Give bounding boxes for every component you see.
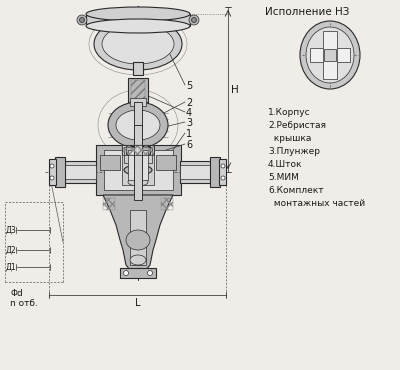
Bar: [122, 145, 154, 155]
Text: n отб.: n отб.: [10, 299, 38, 309]
Bar: [65, 161, 96, 183]
Ellipse shape: [108, 102, 168, 148]
Circle shape: [50, 176, 54, 180]
Circle shape: [124, 270, 128, 276]
Text: 4.Шток: 4.Шток: [268, 159, 302, 168]
Bar: [86, 14, 190, 26]
Bar: [100, 155, 120, 170]
Circle shape: [148, 270, 152, 276]
Text: 1: 1: [186, 129, 192, 139]
Bar: [310, 48, 350, 62]
Polygon shape: [103, 195, 173, 270]
Text: 6: 6: [186, 140, 192, 150]
Bar: [156, 155, 176, 170]
Text: монтажных частей: монтажных частей: [268, 198, 365, 208]
Ellipse shape: [80, 17, 84, 23]
Bar: [120, 268, 156, 278]
Bar: [130, 98, 146, 106]
Text: крышка: крышка: [268, 134, 311, 142]
Text: L: L: [135, 298, 141, 308]
Text: 6.Комплект: 6.Комплект: [268, 185, 324, 195]
Ellipse shape: [116, 110, 160, 140]
Bar: [104, 150, 173, 190]
Circle shape: [221, 176, 225, 180]
Bar: [49, 159, 56, 185]
Text: 4: 4: [186, 108, 192, 118]
Bar: [219, 159, 226, 185]
Bar: [128, 150, 148, 180]
Text: Д3: Д3: [6, 225, 17, 235]
Text: Д1: Д1: [6, 262, 17, 272]
Ellipse shape: [306, 27, 354, 83]
Bar: [323, 31, 337, 79]
Bar: [103, 198, 115, 210]
Bar: [131, 80, 145, 100]
Ellipse shape: [126, 230, 150, 250]
Bar: [128, 78, 148, 102]
Text: 1.Корпус: 1.Корпус: [268, 108, 311, 117]
Bar: [133, 62, 143, 75]
Circle shape: [50, 164, 54, 168]
Bar: [126, 146, 150, 154]
Bar: [55, 157, 65, 187]
Bar: [134, 102, 142, 168]
Ellipse shape: [189, 15, 199, 25]
Text: 2.Ребристая: 2.Ребристая: [268, 121, 326, 130]
Text: Д2: Д2: [6, 246, 17, 255]
Text: H: H: [231, 84, 239, 94]
Bar: [124, 147, 152, 163]
Text: Φd: Φd: [10, 289, 23, 299]
Text: Исполнение НЗ: Исполнение НЗ: [265, 7, 349, 17]
Ellipse shape: [300, 21, 360, 89]
Ellipse shape: [77, 15, 87, 25]
Ellipse shape: [94, 18, 182, 70]
Ellipse shape: [192, 17, 196, 23]
Text: 2: 2: [186, 98, 192, 108]
Circle shape: [221, 164, 225, 168]
Ellipse shape: [124, 165, 152, 175]
Ellipse shape: [130, 255, 146, 265]
Bar: [161, 198, 173, 210]
Ellipse shape: [128, 178, 148, 186]
Bar: [130, 210, 146, 265]
Bar: [134, 125, 142, 200]
Bar: [324, 49, 336, 61]
Bar: [122, 145, 154, 185]
Bar: [96, 145, 181, 195]
Text: 5: 5: [186, 81, 192, 91]
Ellipse shape: [86, 7, 190, 21]
Ellipse shape: [86, 19, 190, 33]
Bar: [65, 165, 96, 179]
Text: 3: 3: [186, 118, 192, 128]
Text: 5.МИМ: 5.МИМ: [268, 172, 299, 182]
Bar: [180, 161, 210, 183]
Ellipse shape: [102, 24, 174, 64]
Bar: [180, 165, 210, 179]
Text: 3.Плунжер: 3.Плунжер: [268, 147, 320, 155]
Bar: [210, 157, 220, 187]
Bar: [122, 145, 154, 155]
Bar: [124, 147, 152, 163]
